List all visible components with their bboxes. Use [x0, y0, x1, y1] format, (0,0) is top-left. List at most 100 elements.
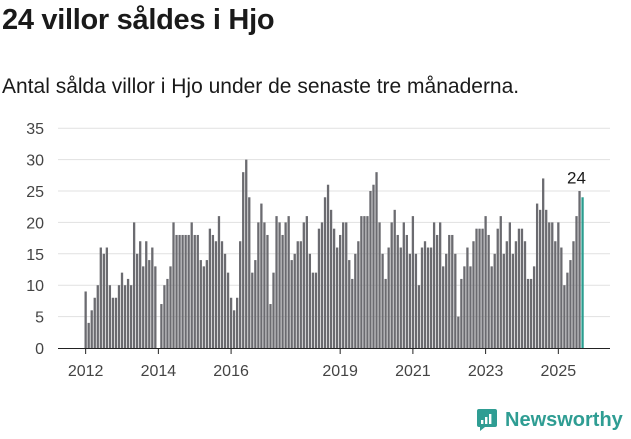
bar [314, 272, 318, 348]
annotations: 24 [567, 168, 586, 187]
bar [245, 159, 248, 348]
bar [451, 234, 454, 348]
y-tick-label: 30 [26, 153, 44, 170]
bar [142, 266, 145, 348]
bar [323, 197, 327, 348]
bar [411, 216, 415, 348]
bar [96, 285, 99, 348]
bar [575, 216, 578, 348]
bar [454, 253, 457, 348]
bar [102, 253, 105, 348]
bar [539, 209, 542, 348]
bar [466, 247, 469, 348]
bar [426, 247, 430, 348]
bar [557, 222, 560, 348]
bar [405, 234, 408, 348]
bar [139, 241, 142, 348]
bar [532, 266, 536, 348]
brand-name: Newsworthy [505, 408, 623, 431]
bar [232, 310, 236, 348]
bar [478, 228, 481, 348]
bar [305, 216, 308, 348]
bar [266, 234, 269, 348]
bar [581, 197, 584, 348]
bar [345, 222, 348, 348]
bar [217, 216, 221, 348]
bar [275, 216, 278, 348]
bar [502, 253, 505, 348]
bar [563, 285, 566, 348]
bar [223, 253, 227, 348]
bar [205, 260, 208, 348]
bar [293, 253, 296, 348]
bar [181, 234, 184, 348]
bar [366, 216, 369, 348]
bar [199, 260, 202, 348]
bar [529, 278, 533, 348]
bar [296, 241, 299, 348]
x-tick-label: 2012 [68, 363, 104, 380]
bar [429, 247, 433, 348]
bar [84, 291, 87, 348]
bar [354, 253, 357, 348]
bar [114, 297, 118, 348]
bar [360, 216, 363, 348]
bar [439, 222, 442, 348]
bar [520, 228, 524, 348]
bar [229, 297, 233, 348]
y-tick-label: 0 [35, 341, 44, 358]
bar [329, 209, 333, 348]
bar [332, 228, 336, 348]
bar [284, 222, 287, 348]
bar [490, 266, 493, 348]
bar [511, 253, 515, 348]
bar [287, 216, 290, 348]
x-tick-label: 2014 [141, 363, 177, 380]
bar [469, 266, 472, 348]
bar [111, 297, 115, 348]
bar [339, 234, 342, 348]
bar [554, 241, 557, 348]
bar [272, 272, 275, 348]
bar [214, 241, 218, 348]
bar [242, 172, 245, 348]
bar [548, 222, 551, 348]
bar [202, 266, 205, 348]
bar [187, 234, 190, 348]
bar [184, 234, 187, 348]
bar [442, 266, 445, 348]
bar [196, 234, 199, 348]
bar [460, 278, 463, 348]
newsworthy-logo: Newsworthy [476, 408, 623, 432]
y-tick-label: 25 [26, 184, 44, 201]
bar [93, 297, 96, 348]
bar [108, 285, 112, 348]
bar [251, 272, 254, 348]
bar [263, 222, 266, 348]
bar [220, 241, 224, 348]
bar [475, 228, 478, 348]
bar [342, 222, 345, 348]
bar [120, 272, 124, 348]
chart-subtitle: Antal sålda villor i Hjo under de senast… [2, 75, 520, 98]
bar [226, 272, 230, 348]
bar [560, 247, 563, 348]
bar [402, 222, 405, 348]
bar [375, 172, 378, 348]
bar [148, 260, 151, 348]
bar [290, 260, 293, 348]
bar [151, 247, 154, 348]
bar [487, 234, 490, 348]
bar [357, 241, 360, 348]
bar [414, 253, 418, 348]
x-tick-label: 2023 [468, 363, 504, 380]
bar [281, 234, 284, 348]
bar [320, 222, 324, 348]
bar [481, 228, 484, 348]
bar [499, 216, 502, 348]
bar [154, 266, 157, 348]
x-tick-label: 2025 [541, 363, 577, 380]
bar [308, 253, 312, 348]
bar [578, 191, 581, 348]
bar [254, 260, 257, 348]
